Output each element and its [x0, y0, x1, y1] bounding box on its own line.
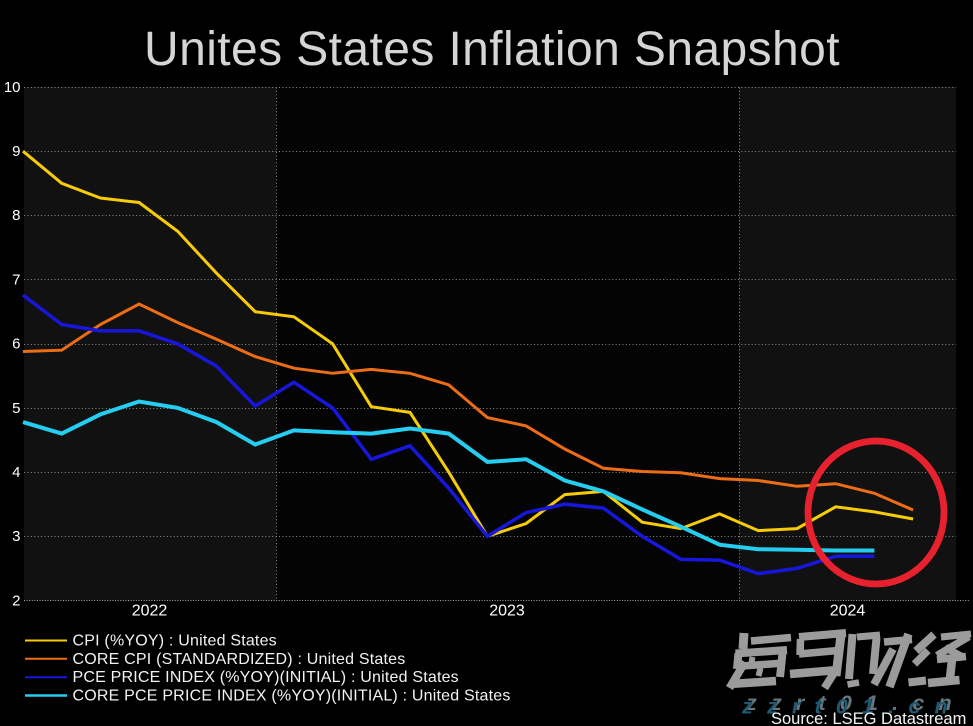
- svg-text:zzrt01.cn: zzrt01.cn: [745, 691, 966, 715]
- svg-text:7: 7: [12, 271, 20, 288]
- svg-text:6: 6: [12, 336, 20, 353]
- svg-text:9: 9: [12, 143, 20, 160]
- svg-text:2023: 2023: [489, 603, 525, 620]
- svg-text:Unites States Inflation Snapsh: Unites States Inflation Snapshot: [144, 23, 840, 76]
- svg-text:2024: 2024: [830, 603, 866, 620]
- svg-text:CPI (%YOY) : United States: CPI (%YOY) : United States: [73, 633, 277, 650]
- svg-text:Source: LSEG Datastream: Source: LSEG Datastream: [771, 710, 966, 726]
- svg-text:4: 4: [12, 464, 20, 481]
- svg-text:CORE PCE PRICE INDEX (%YOY)(IN: CORE PCE PRICE INDEX (%YOY)(INITIAL) : U…: [73, 688, 511, 705]
- svg-text:2: 2: [12, 592, 20, 609]
- svg-text:2022: 2022: [132, 603, 168, 620]
- svg-text:CORE CPI (STANDARDIZED) : Unit: CORE CPI (STANDARDIZED) : United States: [73, 651, 406, 668]
- svg-text:10: 10: [4, 79, 21, 96]
- svg-text:zzrt01.cn: zzrt01.cn: [741, 695, 962, 719]
- svg-text:3: 3: [12, 528, 20, 545]
- svg-text:PCE PRICE INDEX (%YOY)(INITIAL: PCE PRICE INDEX (%YOY)(INITIAL) : United…: [73, 669, 459, 686]
- svg-text:5: 5: [12, 400, 20, 417]
- svg-text:8: 8: [12, 207, 20, 224]
